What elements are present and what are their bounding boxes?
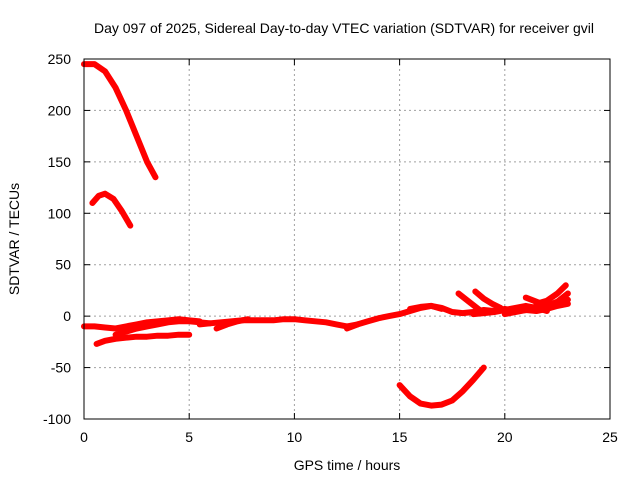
x-tick-label: 5	[185, 429, 193, 445]
series-arc-high	[81, 61, 159, 181]
chart-title: Day 097 of 2025, Sidereal Day-to-day VTE…	[94, 20, 594, 36]
y-tick-label: 200	[48, 102, 72, 118]
y-tick-label: 250	[48, 51, 72, 67]
y-tick-label: -100	[43, 411, 71, 427]
series-base-13	[533, 282, 569, 307]
x-tick-label: 20	[497, 429, 513, 445]
y-tick-label: 150	[48, 154, 72, 170]
x-tick-label: 0	[80, 429, 88, 445]
y-axis-label: SDTVAR / TECUs	[6, 183, 22, 295]
axis-ticks	[83, 58, 611, 420]
x-tick-label: 10	[287, 429, 303, 445]
series-arc-mid	[89, 190, 134, 229]
series-base-9	[472, 288, 504, 311]
series-base-2	[93, 331, 193, 347]
grid-lines	[84, 59, 610, 419]
tick-labels: 0 5 10 15 20 25 -100 -50 0 50 100 150 200 250	[43, 51, 618, 445]
data-series	[81, 61, 571, 409]
x-tick-label: 25	[602, 429, 618, 445]
y-tick-label: 0	[63, 308, 71, 324]
x-axis-label: GPS time / hours	[294, 457, 401, 473]
y-tick-label: 100	[48, 205, 72, 221]
series-base-12	[522, 290, 571, 309]
series-base-6	[344, 302, 445, 332]
series-base-3	[112, 318, 214, 338]
x-tick-label: 15	[392, 429, 408, 445]
plot-frame	[83, 58, 611, 420]
series-arc-low	[396, 364, 487, 409]
y-tick-label: -50	[51, 360, 71, 376]
series-base-5	[213, 316, 252, 332]
series-base-8	[455, 290, 483, 313]
y-tick-label: 50	[55, 257, 71, 273]
